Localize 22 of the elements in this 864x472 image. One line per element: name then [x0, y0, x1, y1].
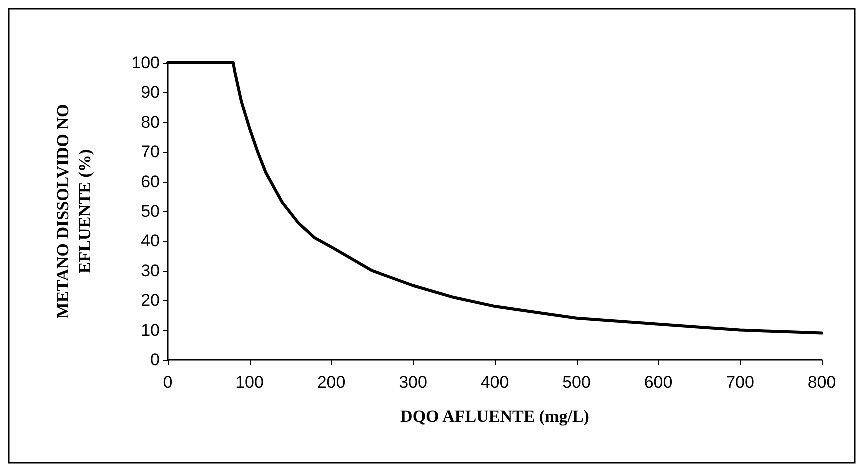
x-tick-label: 500: [562, 373, 591, 392]
x-tick-label: 600: [644, 373, 673, 392]
x-tick-label: 700: [726, 373, 754, 392]
x-tick-label: 0: [163, 373, 173, 392]
y-tick-label: 40: [141, 232, 160, 251]
y-axis-title: METANO DISSOLVIDO NO EFLUENTE (%): [54, 104, 94, 319]
x-tick-label: 200: [317, 373, 346, 392]
y-tick-label: 0: [150, 350, 160, 370]
x-axis-title: DQO AFLUENTE (mg/L): [400, 407, 590, 426]
y-tick-label: 10: [141, 320, 160, 340]
y-tick-label: 70: [141, 142, 160, 162]
x-tick-label: 400: [480, 373, 510, 392]
x-tick-label: 800: [808, 373, 836, 392]
y-tick-label: 60: [141, 172, 160, 192]
y-tick-label: 30: [141, 261, 160, 280]
y-tick-label: 20: [141, 291, 160, 310]
y-tick-label: 90: [141, 83, 160, 102]
y-tick-label: 80: [141, 112, 160, 132]
y-tick-label: 50: [141, 202, 160, 221]
y-tick-label: 100: [132, 54, 160, 72]
x-tick-label: 300: [399, 373, 428, 392]
x-tick-label: 100: [236, 373, 264, 392]
